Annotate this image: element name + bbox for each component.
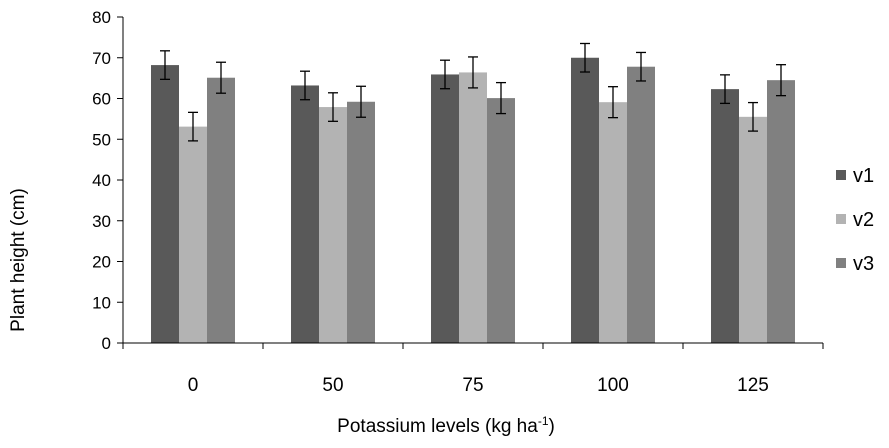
legend-swatch-v1 (836, 170, 846, 180)
bar-v3 (627, 66, 655, 343)
y-tick-label: 50 (92, 130, 111, 149)
bar-v1 (431, 74, 459, 344)
bar-v1 (571, 57, 599, 343)
y-tick-label: 10 (92, 293, 111, 312)
x-tick-label: 0 (188, 375, 199, 396)
y-tick-label: 20 (92, 253, 111, 272)
x-axis-tick-labels: 0 50 75 100 125 (188, 375, 769, 396)
y-axis-ticks: 0 10 20 30 40 50 60 70 80 (92, 8, 123, 353)
x-tick-label: 50 (322, 375, 343, 396)
legend-label-v1: v1 (853, 165, 874, 187)
y-tick-label: 40 (92, 171, 111, 190)
x-axis-title-end: ) (549, 416, 555, 437)
bar-v2 (599, 102, 627, 343)
legend: v1 v2 v3 (836, 165, 874, 275)
x-tick-label: 125 (737, 375, 769, 396)
legend-swatch-v2 (836, 214, 846, 224)
x-tick-label: 100 (597, 375, 629, 396)
error-bar-group (160, 42, 786, 142)
bar-v2 (459, 72, 487, 344)
y-tick-label: 80 (92, 8, 111, 27)
bar-v3 (487, 98, 515, 343)
legend-label-v2: v2 (853, 209, 874, 231)
bar-v3 (767, 80, 795, 343)
bar-v1 (711, 89, 739, 343)
x-tick-label: 75 (462, 375, 483, 396)
bar-v1 (151, 65, 179, 344)
axes (122, 17, 824, 349)
y-tick-label: 70 (92, 49, 111, 68)
bar-v1 (291, 85, 319, 344)
bar-series-group (151, 57, 795, 344)
bar-v2 (319, 107, 347, 344)
x-axis-title: Potassium levels (kg ha-1) (337, 414, 555, 437)
legend-label-v3: v3 (853, 253, 874, 275)
bar-v2 (179, 126, 207, 344)
legend-swatch-v3 (836, 258, 846, 268)
x-axis-title-superscript: -1 (538, 414, 549, 428)
y-tick-label: 30 (92, 212, 111, 231)
y-tick-label: 60 (92, 90, 111, 109)
bar-v2 (739, 116, 767, 344)
bar-v3 (347, 101, 375, 343)
y-axis-title: Plant height (cm) (8, 188, 29, 332)
y-tick-label: 0 (102, 334, 111, 353)
bar-v3 (207, 77, 235, 343)
x-axis-title-main: Potassium levels (kg ha (337, 416, 538, 437)
